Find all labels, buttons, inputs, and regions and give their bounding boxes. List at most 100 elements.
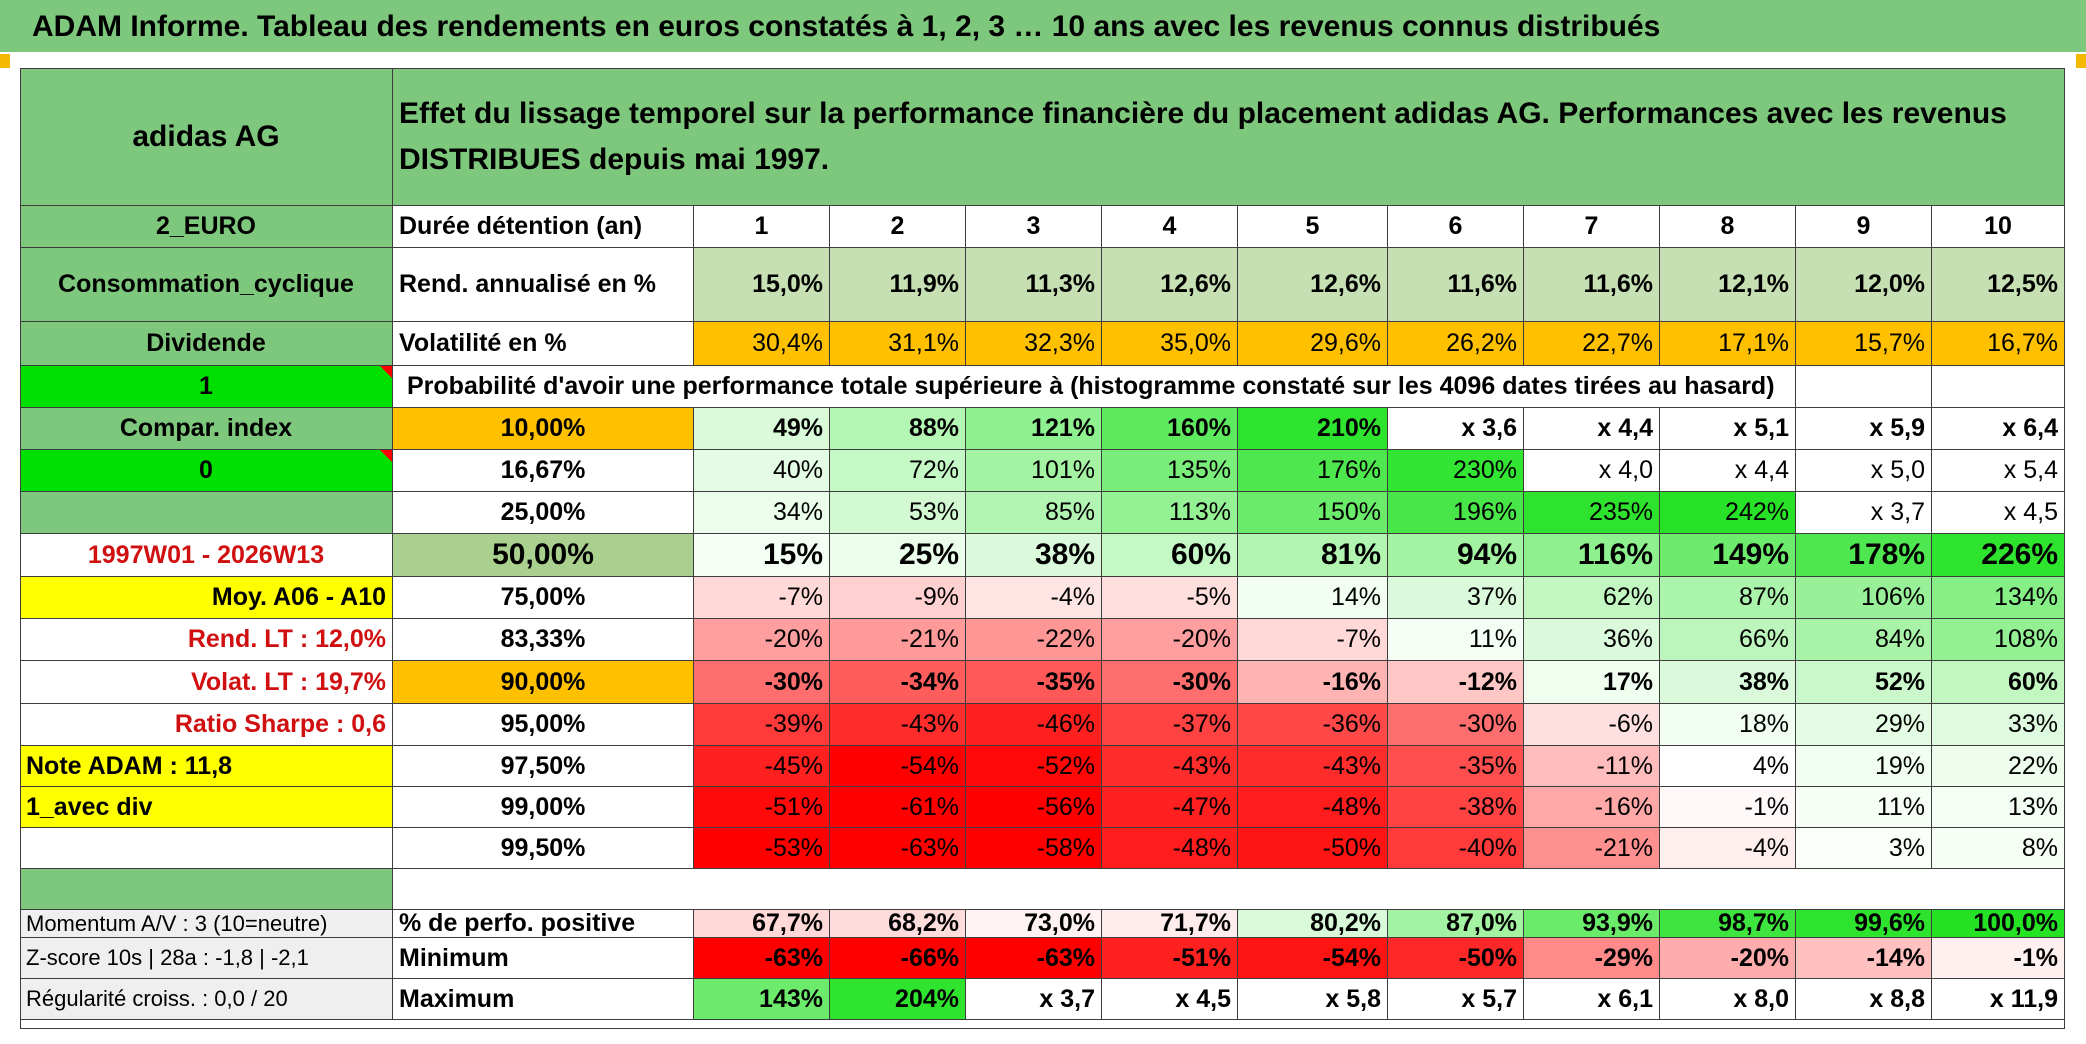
return-cell: 11,3%: [966, 248, 1102, 322]
percentile-cell: -34%: [830, 661, 966, 704]
percentile-cell: 160%: [1102, 408, 1238, 450]
percentile-cell: -43%: [1102, 746, 1238, 787]
volatility-cell: 30,4%: [694, 322, 830, 366]
compar-index-label: Compar. index: [20, 408, 393, 450]
percentile-cell: -6%: [1524, 704, 1660, 746]
separator-cell: [20, 869, 393, 910]
year-header: 9: [1796, 206, 1932, 248]
currency-label: 2_EURO: [20, 206, 393, 248]
percentile-cell: -36%: [1238, 704, 1388, 746]
percentile-cell: 87%: [1660, 577, 1796, 619]
volatility-cell: 35,0%: [1102, 322, 1238, 366]
percentile-label: 99,50%: [393, 828, 694, 869]
summary-cell: 98,7%: [1660, 910, 1796, 938]
percentile-cell: -53%: [694, 828, 830, 869]
return-cell: 12,6%: [1238, 248, 1388, 322]
percentile-cell: 81%: [1238, 534, 1388, 577]
regularity-label: Régularité croiss. : 0,0 / 20: [20, 979, 393, 1020]
percentile-cell: 29%: [1796, 704, 1932, 746]
percentile-cell: 11%: [1796, 787, 1932, 828]
summary-cell: -14%: [1796, 938, 1932, 979]
percentile-cell: 88%: [830, 408, 966, 450]
percentile-cell: -22%: [966, 619, 1102, 661]
return-cell: 11,6%: [1388, 248, 1524, 322]
volatility-cell: 15,7%: [1796, 322, 1932, 366]
percentile-label: 83,33%: [393, 619, 694, 661]
long-term-return: Rend. LT : 12,0%: [20, 619, 393, 661]
volatility-cell: 29,6%: [1238, 322, 1388, 366]
summary-cell: 99,6%: [1796, 910, 1932, 938]
percentile-cell: -46%: [966, 704, 1102, 746]
percentile-cell: 25%: [830, 534, 966, 577]
percentile-cell: -43%: [830, 704, 966, 746]
percentile-cell: 53%: [830, 492, 966, 534]
return-cell: 12,0%: [1796, 248, 1932, 322]
volatility-cell: 16,7%: [1932, 322, 2065, 366]
average-label: Moy. A06 - A10: [20, 577, 393, 619]
positive-perf-label: % de perfo. positive: [393, 910, 694, 938]
percentile-cell: -40%: [1388, 828, 1524, 869]
summary-cell: x 8,8: [1796, 979, 1932, 1020]
percentile-cell: 116%: [1524, 534, 1660, 577]
year-header: 8: [1660, 206, 1796, 248]
summary-cell: -20%: [1660, 938, 1796, 979]
percentile-cell: 62%: [1524, 577, 1660, 619]
summary-cell: 204%: [830, 979, 966, 1020]
year-header: 3: [966, 206, 1102, 248]
return-cell: 12,1%: [1660, 248, 1796, 322]
percentile-cell: -50%: [1238, 828, 1388, 869]
percentile-cell: x 5,1: [1660, 408, 1796, 450]
percentile-cell: 230%: [1388, 450, 1524, 492]
year-header: 1: [694, 206, 830, 248]
percentile-cell: 210%: [1238, 408, 1388, 450]
percentile-label: 16,67%: [393, 450, 694, 492]
summary-cell: 73,0%: [966, 910, 1102, 938]
volatility-cell: 31,1%: [830, 322, 966, 366]
percentile-cell: 66%: [1660, 619, 1796, 661]
year-header: 6: [1388, 206, 1524, 248]
percentile-cell: -20%: [694, 619, 830, 661]
performance-table: adidas AG Effet du lissage temporel sur …: [20, 68, 2065, 1029]
summary-cell: -66%: [830, 938, 966, 979]
percentile-cell: 226%: [1932, 534, 2065, 577]
percentile-cell: 176%: [1238, 450, 1388, 492]
percentile-cell: -37%: [1102, 704, 1238, 746]
percentile-cell: -7%: [1238, 619, 1388, 661]
percentile-label: 99,00%: [393, 787, 694, 828]
selector-zero[interactable]: 0: [20, 450, 393, 492]
separator-row: [393, 869, 2065, 910]
percentile-cell: x 4,4: [1660, 450, 1796, 492]
percentile-cell: 135%: [1102, 450, 1238, 492]
percentile-cell: -45%: [694, 746, 830, 787]
summary-cell: x 6,1: [1524, 979, 1660, 1020]
summary-cell: -50%: [1388, 938, 1524, 979]
company-name: adidas AG: [20, 68, 393, 206]
percentile-cell: -16%: [1238, 661, 1388, 704]
percentile-cell: -30%: [1388, 704, 1524, 746]
empty-cell: [1932, 366, 2065, 408]
summary-cell: 93,9%: [1524, 910, 1660, 938]
percentile-cell: 101%: [966, 450, 1102, 492]
percentile-cell: 11%: [1388, 619, 1524, 661]
percentile-cell: -58%: [966, 828, 1102, 869]
percentile-cell: 15%: [694, 534, 830, 577]
holding-duration-label: Durée détention (an): [393, 206, 694, 248]
percentile-cell: 134%: [1932, 577, 2065, 619]
percentile-label: 97,50%: [393, 746, 694, 787]
percentile-cell: -4%: [966, 577, 1102, 619]
volatility-cell: 26,2%: [1388, 322, 1524, 366]
percentile-cell: 18%: [1660, 704, 1796, 746]
percentile-cell: 84%: [1796, 619, 1932, 661]
percentile-cell: 38%: [966, 534, 1102, 577]
percentile-cell: -48%: [1102, 828, 1238, 869]
summary-cell: 100,0%: [1932, 910, 2065, 938]
percentile-cell: -47%: [1102, 787, 1238, 828]
percentile-cell: 37%: [1388, 577, 1524, 619]
selector-one[interactable]: 1: [20, 366, 393, 408]
percentile-cell: -4%: [1660, 828, 1796, 869]
percentile-cell: 52%: [1796, 661, 1932, 704]
percentile-cell: 72%: [830, 450, 966, 492]
return-cell: 12,5%: [1932, 248, 2065, 322]
percentile-cell: -56%: [966, 787, 1102, 828]
percentile-label: 90,00%: [393, 661, 694, 704]
